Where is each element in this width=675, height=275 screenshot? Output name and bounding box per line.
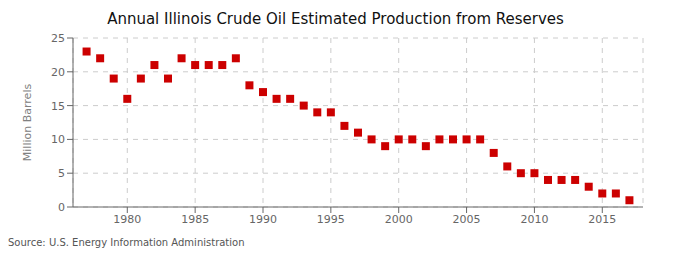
- svg-text:Million Barrels: Million Barrels: [21, 84, 34, 162]
- html-text:Annual Illinois Crude Oil Esti: Annual Illinois Crude Oil Estimated Prod…: [107, 10, 564, 28]
- svg-text:10: 10: [51, 133, 65, 146]
- svg-text:1990: 1990: [249, 213, 277, 226]
- svg-text:2005: 2005: [453, 213, 481, 226]
- svg-text:0: 0: [58, 201, 65, 214]
- svg-text:1980: 1980: [113, 213, 141, 226]
- svg-text:15: 15: [51, 100, 65, 113]
- svg-text:1985: 1985: [181, 213, 209, 226]
- svg-text:2000: 2000: [385, 213, 413, 226]
- html-text:Source: U.S. Energy Informatio: Source: U.S. Energy Information Administ…: [8, 237, 245, 248]
- svg-text:20: 20: [51, 66, 65, 79]
- svg-text:1995: 1995: [317, 213, 345, 226]
- svg-text:5: 5: [58, 167, 65, 180]
- svg-text:2010: 2010: [520, 213, 548, 226]
- svg-text:2015: 2015: [588, 213, 616, 226]
- svg-text:25: 25: [51, 32, 65, 45]
